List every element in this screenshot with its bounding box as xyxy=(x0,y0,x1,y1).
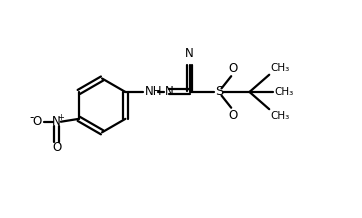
Text: S: S xyxy=(215,85,223,99)
Text: O: O xyxy=(228,109,237,122)
Text: +: + xyxy=(58,113,64,122)
Text: O: O xyxy=(32,115,41,128)
Text: CH₃: CH₃ xyxy=(271,111,290,121)
Text: O: O xyxy=(52,141,61,154)
Text: NH: NH xyxy=(145,85,163,98)
Text: N: N xyxy=(165,85,174,99)
Text: N: N xyxy=(185,47,194,60)
Text: CH₃: CH₃ xyxy=(274,87,294,97)
Text: N: N xyxy=(52,115,61,128)
Text: O: O xyxy=(228,62,237,75)
Text: -: - xyxy=(29,111,34,124)
Text: CH₃: CH₃ xyxy=(271,63,290,73)
